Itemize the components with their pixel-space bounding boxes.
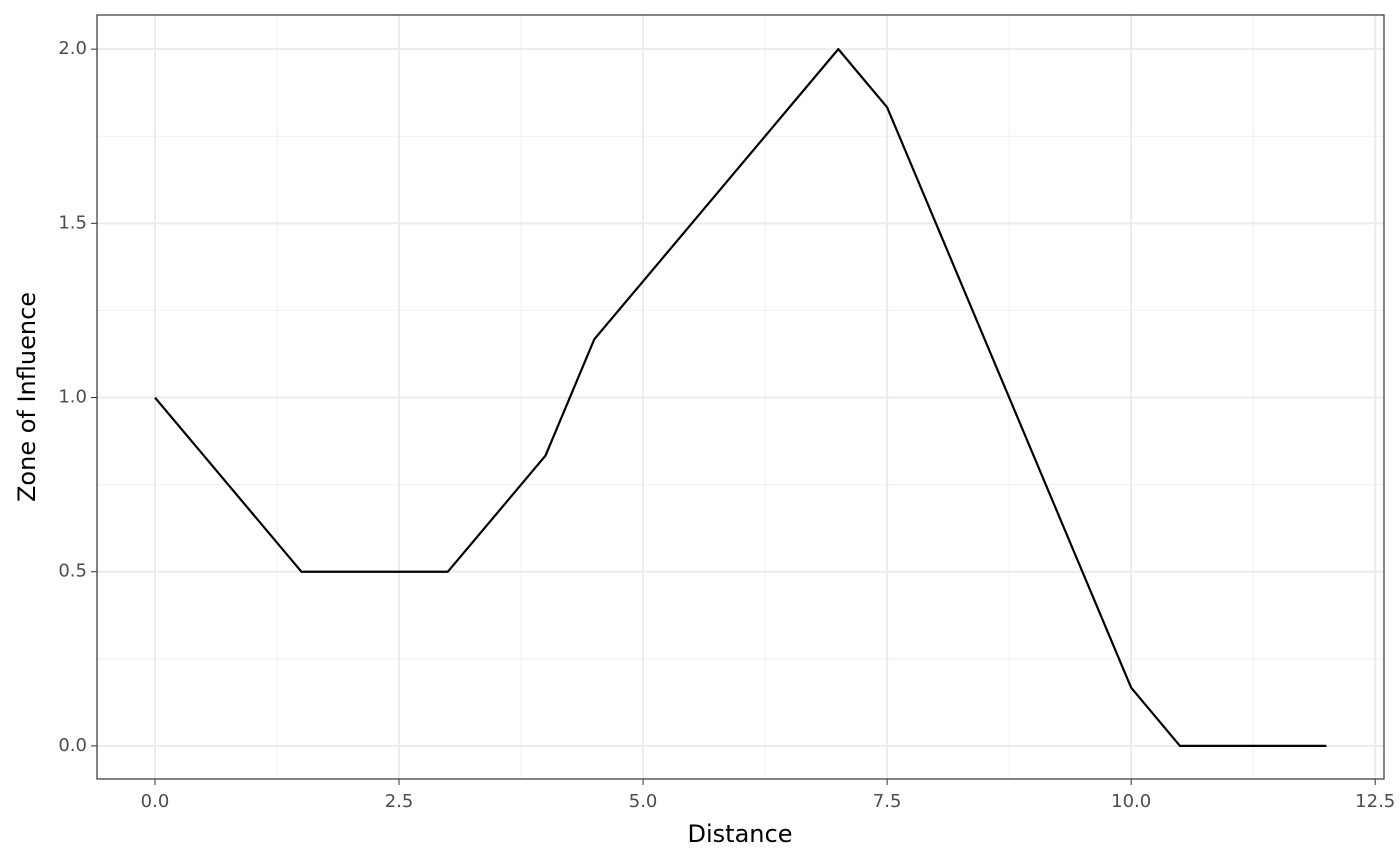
y-tick-label: 2.0 [58, 38, 87, 59]
x-tick-label: 12.5 [1355, 791, 1395, 812]
x-axis-title: Distance [688, 820, 793, 848]
y-tick-label: 0.5 [58, 561, 87, 582]
data-line [154, 48, 1327, 748]
y-axis-title: Zone of Influence [13, 292, 41, 502]
y-tick-label: 1.5 [58, 212, 87, 233]
x-tick-label: 10.0 [1111, 791, 1151, 812]
y-tick-label: 0.0 [58, 735, 87, 756]
x-tick-label: 7.5 [873, 791, 902, 812]
x-tick-label: 0.0 [141, 791, 170, 812]
x-tick-label: 5.0 [629, 791, 658, 812]
plot-border [96, 14, 1385, 780]
y-tick-label: 1.0 [58, 387, 87, 408]
x-tick-label: 2.5 [385, 791, 414, 812]
